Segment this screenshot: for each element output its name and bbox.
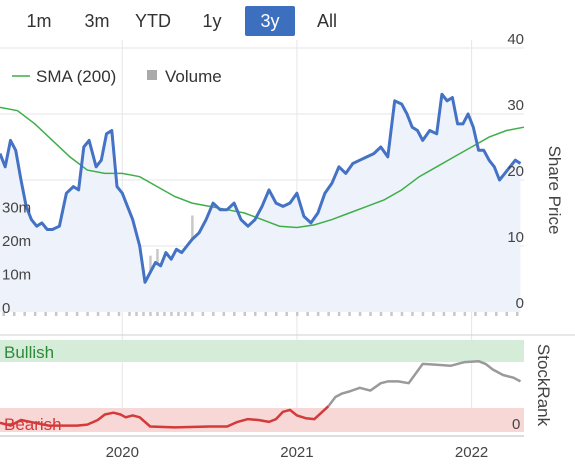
stockrank-line [0,359,522,429]
price-tick-label: 30 [507,97,524,114]
legend-volume-label: Volume [165,67,222,86]
x-tick-label: 2021 [280,444,313,461]
bearish-label: Bearish [4,415,62,434]
price-tick-label: 20 [507,163,524,180]
price-area-fill [0,94,521,312]
stockrank-bearish-segment [0,405,330,429]
bullish-label: Bullish [4,343,54,362]
legend-sma-label: SMA (200) [36,67,116,86]
price-tick-label: 10 [507,229,524,246]
tab-3m[interactable]: 3m [84,11,110,31]
volume-tick-label: 0 [2,300,10,317]
volume-bar [274,309,278,316]
price-series-line [0,92,522,284]
volume-tick-label: 10m [2,267,31,284]
volume-axis-ticks: 0 10m 20m 30m [2,200,31,318]
tab-3y[interactable]: 3y [245,6,295,36]
volume-bar [65,309,68,316]
price-tick-label: 40 [507,31,524,48]
x-tick-label: 2020 [106,444,139,461]
price-tick-label: 0 [516,295,524,312]
volume-bar [233,309,236,316]
tab-all[interactable]: All [316,11,337,31]
price-area [0,94,521,312]
x-tick-label: 2022 [455,444,488,461]
volume-bar [327,309,330,316]
volume-tick-label: 30m [2,200,31,217]
tab-1y[interactable]: 1y [202,11,222,31]
volume-bar [390,309,393,316]
sma-series-line [0,106,525,229]
price-axis-ticks: 0 10 20 30 40 [507,31,524,312]
tab-1m[interactable]: 1m [26,11,52,31]
bullish-band [0,340,524,362]
sma-line [0,106,525,229]
legend-volume-swatch [147,70,157,80]
volume-bar [107,309,110,316]
stockrank-axis-label: StockRank [534,344,553,427]
volume-tick-label: 20m [2,233,31,250]
price-line [0,92,522,284]
tab-ytd[interactable]: YTD [135,11,171,31]
legend: SMA (200) Volume [12,67,222,86]
stockrank-neutral-segment [327,359,522,407]
volume-bar [117,309,121,316]
range-tabs: 1m 3m YTD 1y 3y All [0,0,575,40]
x-axis-ticks: 2020 2021 2022 [106,444,489,461]
price-axis-label: Share Price [545,146,564,235]
stockrank-tick-0: 0 [512,416,520,433]
